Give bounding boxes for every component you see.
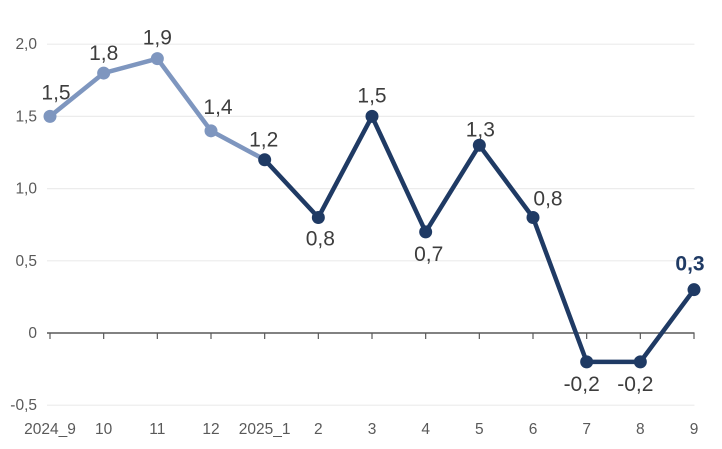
x-axis-tick-label: 10: [95, 421, 113, 438]
data-point-marker: [258, 153, 272, 167]
x-axis-tick-label: 12: [202, 421, 219, 438]
data-point-label: 0,8: [306, 227, 335, 250]
x-axis-tick-label: 2: [314, 421, 323, 438]
data-point-marker: [150, 52, 164, 66]
data-point-marker: [687, 283, 701, 297]
data-point-label: 1,8: [89, 42, 118, 65]
data-point-label: 1,5: [357, 84, 386, 107]
x-axis-tick-label: 6: [529, 421, 538, 438]
data-point-marker: [43, 109, 57, 123]
data-point-marker: [97, 66, 111, 80]
y-axis-tick-label: 1,0: [15, 181, 37, 198]
y-axis-tick-label: 0,5: [15, 253, 37, 270]
x-axis-tick-label: 4: [421, 421, 430, 438]
x-axis-tick-label: 2025_1: [239, 421, 291, 438]
x-axis-tick-label: 8: [636, 421, 645, 438]
data-point-marker: [633, 355, 647, 369]
x-axis-tick-label: 7: [582, 421, 591, 438]
data-point-marker: [526, 210, 540, 224]
data-point-label: 1,5: [41, 81, 70, 104]
data-point-marker: [204, 124, 218, 138]
data-point-label: 1,2: [249, 129, 278, 152]
data-point-marker: [365, 109, 379, 123]
data-point-marker: [419, 225, 433, 239]
x-axis-tick-label: 11: [149, 421, 165, 438]
data-point-marker: [472, 138, 486, 152]
y-axis-tick-label: 2,0: [15, 36, 37, 53]
x-axis-tick-label: 3: [368, 421, 377, 438]
y-axis-tick-label: 0: [28, 325, 37, 342]
data-point-label: -0,2: [617, 373, 653, 396]
data-point-label: 1,9: [143, 27, 172, 50]
x-axis-tick-label: 9: [690, 421, 699, 438]
y-axis-tick-label: -0,5: [10, 397, 37, 414]
x-axis-tick-label: 2024_9: [24, 421, 76, 438]
y-axis-tick-label: 1,5: [15, 108, 37, 125]
data-point-label: 0,7: [414, 243, 443, 266]
data-point-marker: [580, 355, 594, 369]
data-point-label: 1,4: [203, 96, 233, 119]
data-point-label: -0,2: [564, 373, 600, 396]
data-point-label: 0,8: [533, 187, 562, 210]
x-axis-tick-label: 5: [475, 421, 484, 438]
data-point-label: 1,3: [466, 118, 495, 141]
data-point-label: 0,3: [675, 253, 704, 276]
data-point-marker: [311, 210, 325, 224]
